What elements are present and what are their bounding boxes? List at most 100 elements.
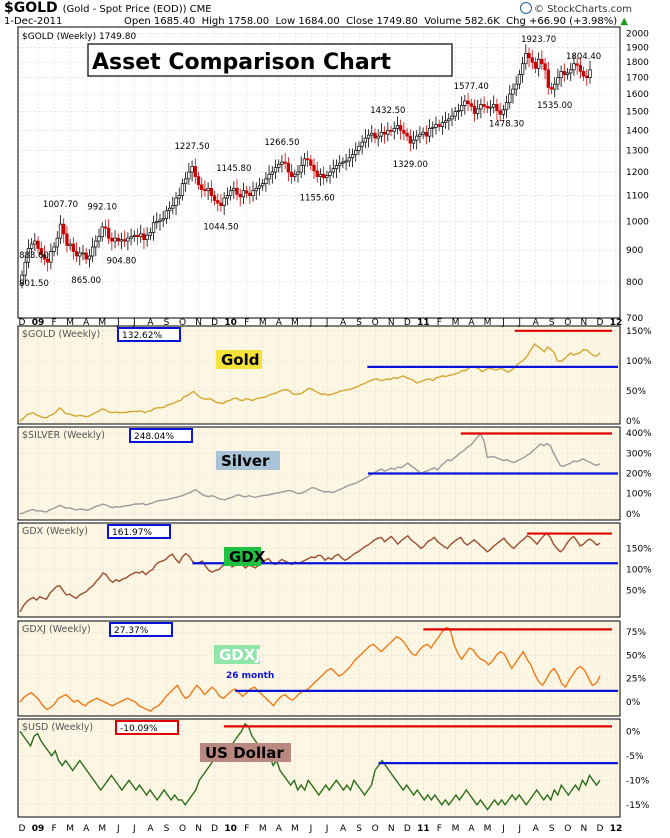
x-axis-label: J [501, 318, 505, 328]
asset-label: Silver [221, 452, 270, 470]
close-value: Close 1749.80 [346, 16, 418, 27]
stockcharts-brand: © StockCharts.com [519, 2, 632, 15]
x-axis-label: N [195, 824, 202, 834]
x-axis-label: A [340, 318, 347, 328]
asset-label-box [216, 451, 280, 470]
candle-body [578, 64, 583, 72]
candle-body [78, 252, 82, 257]
candle-body [389, 129, 393, 132]
candle-body [399, 125, 403, 131]
series-legend: $SILVER (Weekly) [22, 430, 105, 441]
x-axis-label: A [276, 318, 283, 328]
candle-body [479, 104, 483, 110]
candle-body [235, 187, 239, 195]
candle-body [427, 128, 432, 137]
value-tick-label: 75% [626, 628, 646, 638]
x-axis-label: J [132, 318, 136, 328]
x-axis-label: J [116, 318, 120, 328]
candle-body [20, 274, 24, 284]
candle-body [575, 63, 579, 66]
quote-date: 1-Dec-2011 [4, 16, 63, 27]
candle-body [87, 255, 92, 260]
x-axis-label: N [388, 318, 395, 328]
candle-body [553, 83, 557, 90]
candle-body [376, 135, 380, 139]
ohlc-values: Open 1685.40 High 1758.00 Low 1684.00 Cl… [124, 16, 628, 27]
candle-body [193, 166, 197, 177]
candle-body [46, 258, 50, 263]
x-axis-label: S [164, 824, 170, 834]
candle-body [585, 75, 589, 79]
x-axis-label: A [147, 824, 154, 834]
candle-body [267, 173, 271, 180]
candle-body [100, 226, 104, 238]
x-axis-label: M [259, 318, 267, 328]
price-tick-label: 1300 [626, 146, 649, 156]
candle-body [373, 132, 377, 139]
candle-body [456, 110, 461, 113]
panel-frame [17, 522, 621, 618]
candle-body [129, 236, 133, 239]
value-tick-label: 0% [626, 698, 641, 708]
series-legend: $GOLD (Weekly) [22, 329, 100, 340]
candle-body [62, 223, 66, 235]
open-value: Open 1685.40 [124, 16, 196, 27]
candle-body [106, 227, 111, 239]
change-badge [109, 622, 173, 637]
candle-body [270, 171, 274, 175]
candle-body [212, 195, 217, 201]
candle-body [424, 131, 428, 137]
candle-body [113, 237, 117, 242]
candle-body [184, 178, 188, 184]
x-axis-label: J [517, 318, 521, 328]
candle-body [453, 111, 457, 117]
price-tick-label: 1500 [626, 108, 649, 118]
candle-body [203, 189, 207, 192]
candle-body [190, 166, 194, 173]
candlestick-series [20, 44, 592, 289]
x-axis-label: M [98, 824, 106, 834]
price-tick-label: 800 [626, 278, 643, 288]
change-badge [115, 720, 179, 735]
price-label: 1577.40 [454, 82, 489, 92]
x-axis-label: 11 [417, 318, 430, 328]
candle-body [264, 178, 268, 184]
candle-body [171, 205, 175, 209]
candle-body [363, 137, 368, 143]
candle-body [84, 252, 88, 260]
candle-body [206, 187, 210, 192]
x-axis-label: F [437, 318, 442, 328]
candle-body [540, 58, 544, 65]
up-arrow-icon: ▲ [620, 16, 629, 27]
price-label: 1329.00 [393, 160, 428, 170]
candle-body [286, 162, 291, 173]
candle-body [55, 237, 59, 248]
candle-body [248, 192, 252, 196]
candle-body [119, 239, 124, 242]
series-legend: GDXJ (Weekly) [22, 624, 91, 635]
price-tick-label: 1000 [626, 217, 649, 227]
series-line [19, 532, 601, 613]
candle-body [338, 162, 342, 166]
candle-body [325, 175, 329, 179]
candle-body [280, 161, 284, 165]
x-axis-label: N [581, 318, 588, 328]
candle-body [293, 173, 297, 177]
value-tick-label: 100% [626, 566, 652, 576]
x-axis-label: M [259, 824, 267, 834]
candle-body [572, 63, 576, 71]
candle-body [90, 246, 95, 257]
candle-body [492, 104, 496, 108]
x-axis-label: O [372, 318, 379, 328]
x-axis-label: N [388, 824, 395, 834]
candle-body [581, 71, 586, 77]
x-axis-label: M [66, 318, 74, 328]
price-label: 801.50 [19, 279, 49, 289]
panel-frame [17, 718, 621, 818]
x-axis-label: M [98, 318, 106, 328]
candle-body [549, 87, 554, 90]
candle-body [321, 173, 326, 179]
candle-body [103, 226, 108, 229]
candle-body [74, 251, 79, 257]
x-axis-label: F [52, 824, 57, 834]
